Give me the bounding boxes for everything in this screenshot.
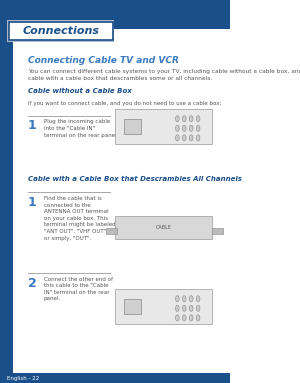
Bar [106,228,118,234]
Text: 1: 1 [28,196,36,209]
Bar [212,228,224,234]
Circle shape [182,125,186,131]
Bar [0,29,13,373]
Bar [115,216,212,239]
Text: Find the cable that is
connected to the
ANTENNA OUT terminal
on your cable box. : Find the cable that is connected to the … [44,196,116,241]
Text: Plug the incoming cable
into the "Cable IN"
terminal on the rear panel.: Plug the incoming cable into the "Cable … [44,119,118,138]
Text: If you want to connect cable, and you do not need to use a cable box:: If you want to connect cable, and you do… [28,101,221,106]
Circle shape [196,135,200,141]
Circle shape [176,116,179,122]
Circle shape [182,305,186,311]
Text: English - 22: English - 22 [7,376,39,381]
Bar [115,109,212,144]
Circle shape [196,296,200,302]
Circle shape [182,135,186,141]
Circle shape [182,296,186,302]
FancyBboxPatch shape [9,22,113,40]
Circle shape [176,315,179,321]
Text: 2: 2 [28,277,36,290]
Text: Cable with a Cable Box that Descrambles All Channels: Cable with a Cable Box that Descrambles … [28,176,242,182]
Circle shape [196,125,200,131]
Circle shape [189,135,193,141]
Circle shape [176,296,179,302]
Circle shape [182,315,186,321]
Bar [124,299,140,314]
Text: Cable without a Cable Box: Cable without a Cable Box [28,88,131,94]
Bar [124,119,140,134]
Circle shape [176,125,179,131]
Bar [7,20,114,42]
Circle shape [182,116,186,122]
Circle shape [196,116,200,122]
Text: You can connect different cable systems to your TV, including cable without a ca: You can connect different cable systems … [28,69,300,80]
Circle shape [189,116,193,122]
Circle shape [189,296,193,302]
Circle shape [176,135,179,141]
Text: Connect the other end of
this cable to the "Cable
IN" terminal on the rear
panel: Connect the other end of this cable to t… [44,277,113,301]
Circle shape [189,305,193,311]
Circle shape [196,315,200,321]
Bar [28,192,111,193]
Circle shape [189,315,193,321]
Text: Connecting Cable TV and VCR: Connecting Cable TV and VCR [28,56,178,64]
Text: Connections: Connections [22,26,100,36]
Text: 1: 1 [28,119,36,133]
Circle shape [176,305,179,311]
Bar [115,289,212,324]
Text: CABLE: CABLE [155,225,172,231]
Circle shape [196,305,200,311]
Circle shape [189,125,193,131]
Bar [28,116,111,117]
Bar [0,373,230,383]
Bar [28,273,111,274]
Bar [0,0,230,29]
